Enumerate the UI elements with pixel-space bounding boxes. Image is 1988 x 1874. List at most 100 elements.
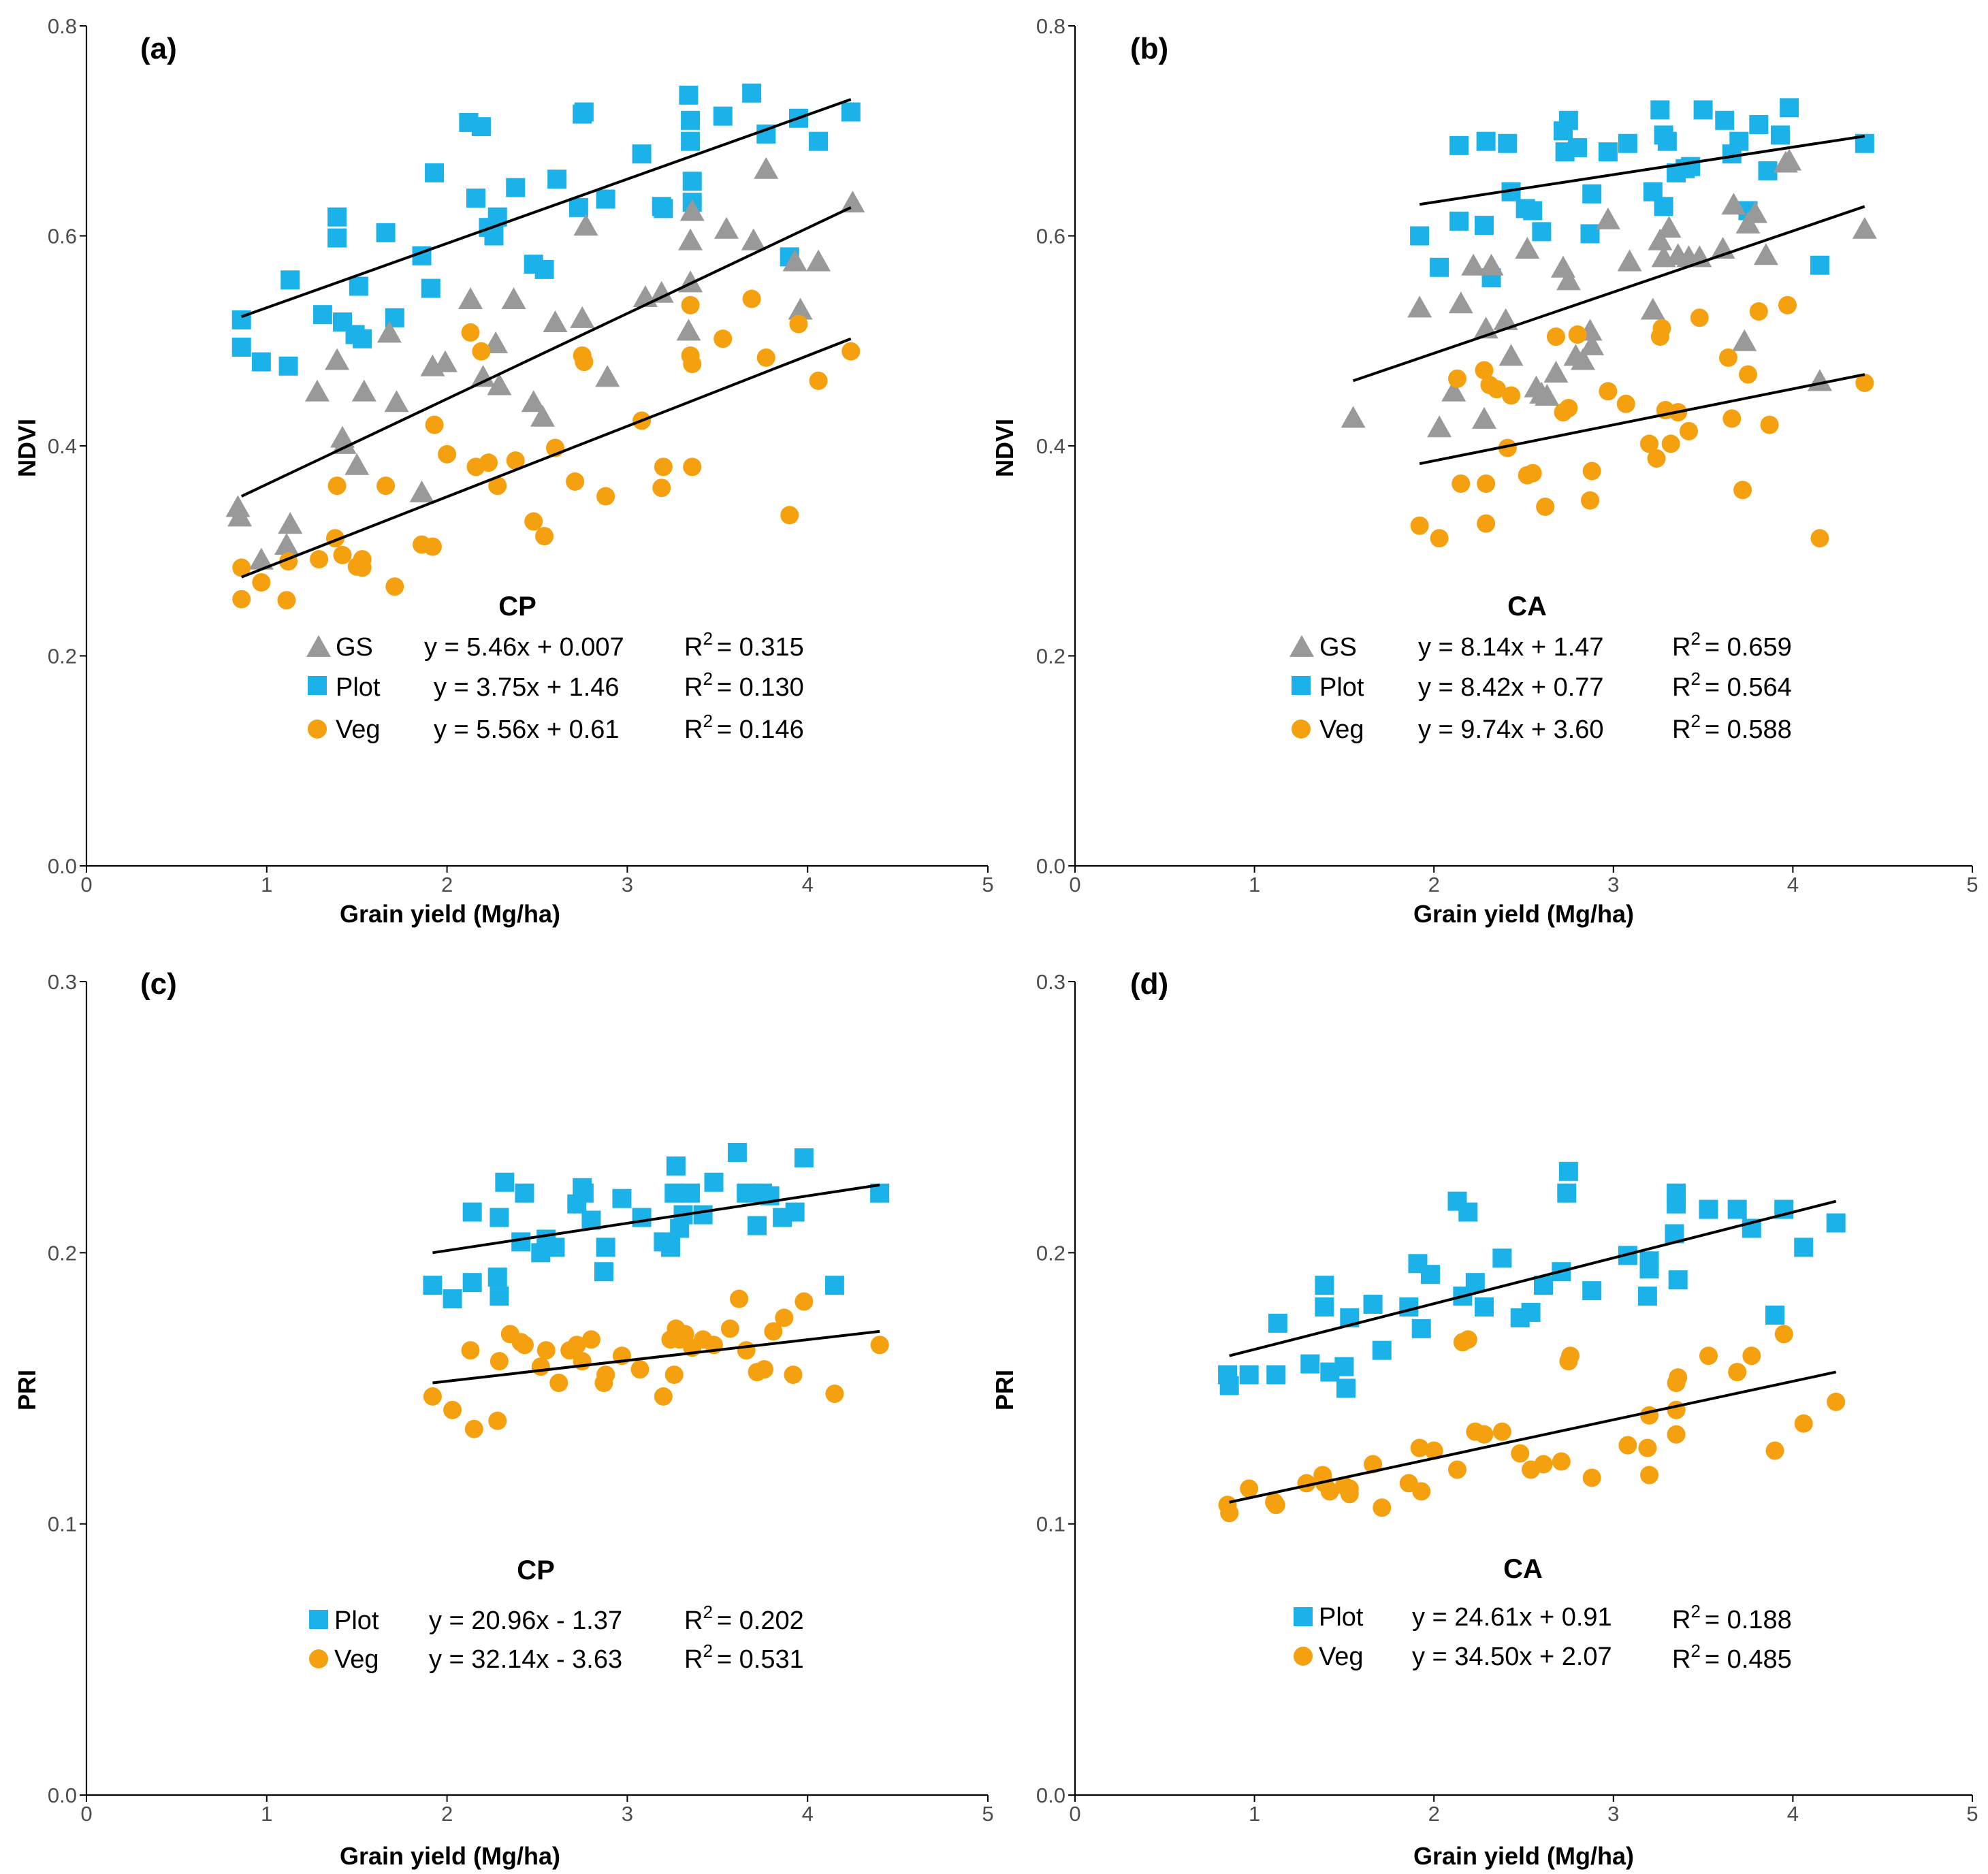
data-point-veg	[1827, 1392, 1846, 1411]
data-point-veg	[1616, 394, 1635, 413]
y-tick-label: 0.6	[48, 225, 77, 248]
data-point-veg	[1778, 295, 1797, 314]
series-gs	[225, 157, 865, 570]
data-point-plot	[1420, 1265, 1440, 1285]
x-tick-label: 0	[1069, 873, 1080, 896]
data-point-plot	[727, 1142, 747, 1162]
data-point-veg	[1582, 462, 1601, 481]
legend-r2-gs: R2 = 0.659	[1672, 628, 1792, 662]
data-point-plot	[423, 1276, 443, 1295]
data-point-veg	[1412, 1482, 1431, 1501]
data-point-gs	[1498, 344, 1524, 366]
data-point-veg	[1640, 434, 1659, 453]
data-point-gs	[679, 199, 705, 221]
data-point-plot	[443, 1289, 462, 1309]
data-point-plot	[1315, 1297, 1334, 1316]
data-point-veg	[683, 457, 702, 476]
x-tick-label: 3	[622, 1802, 633, 1826]
data-point-veg	[567, 1336, 586, 1355]
data-point-gs	[788, 297, 813, 320]
data-point-veg	[1618, 1436, 1637, 1455]
data-point-plot	[681, 1183, 701, 1203]
x-tick-label: 5	[982, 873, 993, 896]
x-tick-label: 5	[1966, 873, 1978, 896]
data-point-gs	[409, 480, 434, 502]
data-point-veg	[353, 550, 372, 569]
y-tick-label: 0.2	[1036, 645, 1065, 668]
data-point-plot	[681, 131, 701, 151]
data-point-veg	[714, 329, 733, 349]
data-point-veg	[1320, 1482, 1339, 1501]
series-plot	[1218, 1161, 1846, 1398]
data-point-plot	[660, 1238, 680, 1257]
data-point-plot	[1780, 98, 1799, 118]
legend-equation-plot: y = 24.61x + 0.91	[1412, 1603, 1612, 1632]
data-point-plot	[1657, 131, 1677, 151]
data-point-plot	[568, 197, 588, 217]
data-point-plot	[327, 228, 347, 248]
data-point-veg	[764, 1322, 783, 1341]
data-point-veg	[1240, 1479, 1259, 1498]
data-point-plot	[1794, 1238, 1814, 1257]
data-point-plot	[1826, 1213, 1846, 1233]
legend-label-gs: GS	[336, 633, 373, 662]
data-point-veg	[443, 1400, 462, 1419]
data-point-veg	[1561, 1346, 1580, 1366]
data-point-plot	[841, 102, 861, 122]
data-point-plot	[1475, 1297, 1494, 1316]
data-point-gs	[741, 228, 766, 251]
legend-marker-veg	[309, 1649, 328, 1668]
data-point-gs	[1461, 253, 1486, 276]
data-point-plot	[748, 1216, 767, 1235]
data-point-veg	[784, 1366, 803, 1385]
plot-area: 0 1 2 3 4 5 0.0 0.1 0.2 0.3	[1036, 970, 1978, 1826]
data-point-veg	[524, 512, 543, 531]
data-point-plot	[1668, 1270, 1688, 1290]
y-tick-label: 0.2	[1036, 1241, 1065, 1265]
legend-entry-plot: Plot y = 3.75x + 1.46 R2 = 0.130	[308, 668, 804, 702]
data-point-veg	[1559, 398, 1578, 417]
data-point-gs	[1595, 207, 1620, 229]
data-point-plot	[1533, 1276, 1553, 1295]
fit-line-gs	[1352, 205, 1865, 383]
data-point-plot	[704, 1172, 724, 1192]
data-point-veg	[1680, 421, 1699, 440]
data-point-plot	[1336, 1378, 1356, 1398]
fit-line-plot	[1419, 134, 1865, 206]
data-point-veg	[630, 1360, 650, 1379]
data-point-gs	[1441, 379, 1466, 402]
data-point-plot	[1334, 1357, 1354, 1376]
data-point-plot	[1598, 142, 1618, 162]
data-point-plot	[1521, 1302, 1541, 1322]
data-point-veg	[1719, 348, 1738, 367]
data-point-gs	[470, 365, 496, 387]
data-point-veg	[232, 558, 251, 577]
y-tick-label: 0.3	[48, 970, 77, 994]
data-point-plot	[1315, 1276, 1334, 1295]
legend-r2-plot: R2 = 0.188	[1672, 1601, 1792, 1634]
data-point-veg	[1502, 386, 1521, 405]
data-point-gs	[1515, 237, 1540, 259]
data-point-gs	[344, 453, 370, 475]
legend-entry-plot: Plot y = 24.61x + 0.91 R2 = 0.188	[1294, 1601, 1792, 1634]
data-point-veg	[1340, 1479, 1359, 1498]
data-point-veg	[1749, 302, 1768, 321]
data-point-plot	[1715, 110, 1735, 130]
data-point-gs	[570, 306, 595, 328]
legend-equation-gs: y = 8.14x + 1.47	[1418, 633, 1604, 662]
legend-label-plot: Plot	[336, 673, 381, 702]
data-point-veg	[1647, 449, 1666, 468]
data-point-veg	[654, 457, 673, 476]
data-point-gs	[1617, 249, 1642, 272]
y-tick-label: 0.0	[1036, 1783, 1065, 1807]
data-point-veg	[461, 1341, 480, 1360]
legend-equation-gs: y = 5.46x + 0.007	[424, 633, 624, 662]
x-tick-label: 2	[441, 1802, 453, 1826]
data-point-plot	[1765, 1305, 1785, 1325]
data-point-plot	[742, 83, 762, 103]
data-point-veg	[1534, 1455, 1553, 1474]
y-tick-label: 0.4	[1036, 434, 1065, 458]
data-point-gs	[384, 390, 409, 413]
data-point-plot	[1637, 1287, 1657, 1306]
data-point-veg	[566, 472, 585, 491]
